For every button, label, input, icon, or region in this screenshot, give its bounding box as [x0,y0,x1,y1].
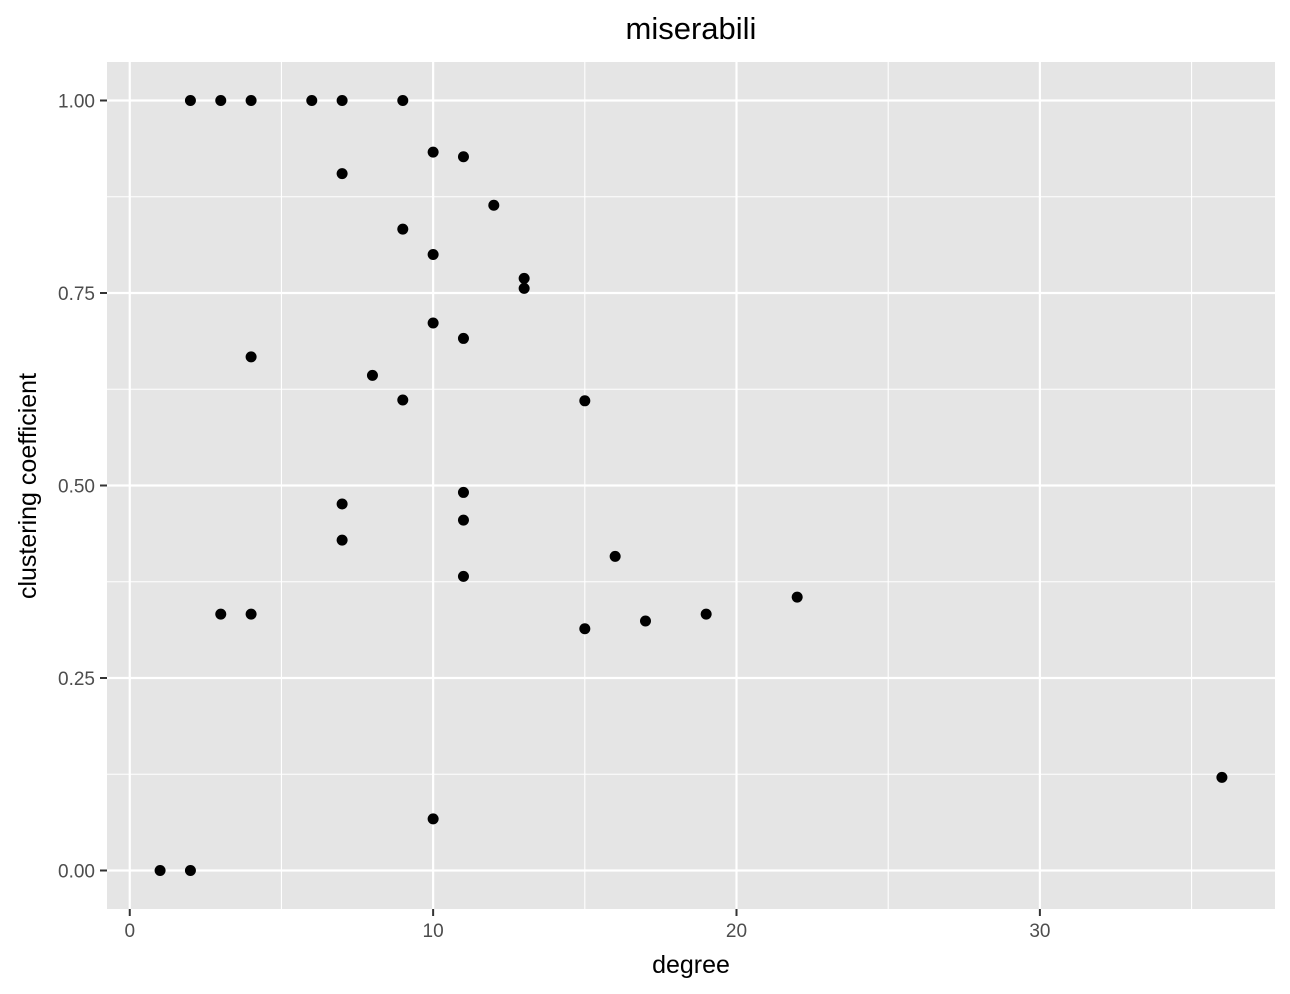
data-point [215,95,227,106]
x-axis-title: degree [652,951,730,979]
y-axis-title: clustering coefficient [14,373,42,599]
x-tick-label: 10 [423,921,444,942]
x-tick-label: 30 [1029,921,1050,942]
data-point [336,168,348,180]
data-point [366,369,378,381]
data-point [397,394,409,406]
data-point [700,608,712,620]
data-point [215,608,227,620]
data-point [457,486,469,498]
data-point [427,813,439,825]
data-point [457,514,469,526]
data-point [518,282,530,294]
y-axis: 0.00 0.25 0.50 0.75 1.00 [58,92,107,883]
x-tick-label: 0 [124,921,135,942]
data-points [154,95,1228,876]
data-point [245,608,257,620]
data-point [397,223,409,235]
data-point [154,865,166,876]
data-point [184,865,196,876]
data-point [427,146,439,158]
data-point [336,534,348,546]
y-tick-label: 0.25 [58,669,95,690]
data-point [791,591,803,603]
data-point [609,550,621,562]
data-point [184,95,196,106]
chart-title: miserabili [626,11,757,46]
data-point [427,317,439,329]
data-point [306,95,318,106]
data-point [457,570,469,582]
data-point [579,623,591,635]
x-axis: 0 10 20 30 [124,909,1050,942]
data-point [457,151,469,163]
data-point [579,395,591,407]
data-point [518,272,530,284]
data-point [639,615,651,627]
data-point [427,249,439,260]
x-tick-label: 20 [726,921,747,942]
y-tick-label: 0.00 [58,862,95,883]
data-point [336,498,348,510]
y-tick-label: 1.00 [58,92,95,113]
y-tick-label: 0.75 [58,284,95,305]
data-point [336,95,348,106]
data-point [457,332,469,344]
data-point [245,95,257,106]
data-point [245,351,257,363]
data-point [1216,771,1228,783]
grid-lines [107,62,1275,909]
y-tick-label: 0.50 [58,477,95,498]
data-point [488,199,500,211]
data-point [397,95,409,106]
